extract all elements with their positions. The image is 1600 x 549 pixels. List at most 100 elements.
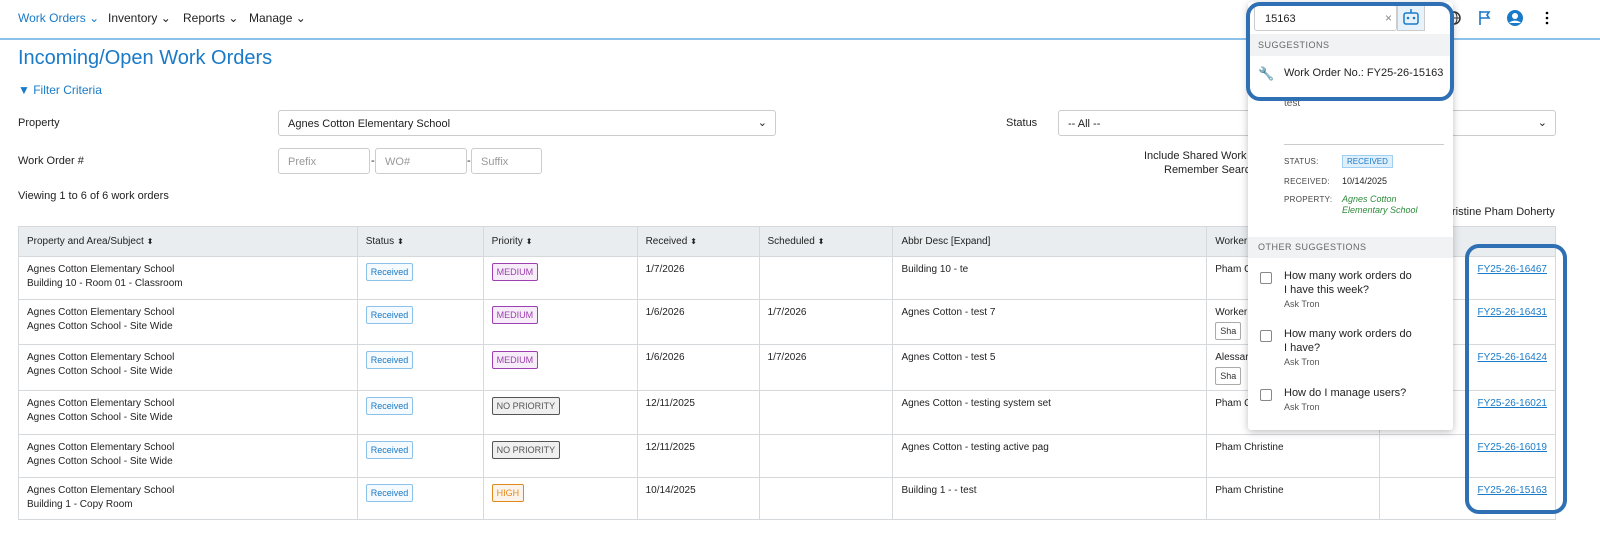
search-dropdown: 15163 × SUGGESTIONS 🔧 Work Order No.: FY2…: [1248, 2, 1453, 430]
cell: 12/11/2025: [636, 434, 760, 478]
search-input[interactable]: 15163 ×: [1254, 5, 1397, 31]
column-header: Status ⬍: [356, 226, 484, 257]
label: Status: [1006, 117, 1038, 129]
nav-item[interactable]: Reports ⌄: [183, 11, 239, 25]
cell: Received: [356, 299, 484, 345]
property: Agnes Cotton Elementary School: [27, 352, 175, 363]
cell: [758, 477, 894, 520]
cell: Received: [356, 256, 484, 300]
cell: FY25-26-15163: [1379, 477, 1556, 520]
other-suggestion[interactable]: How many work orders do I have?: [1284, 328, 1412, 354]
cell: 1/6/2026: [636, 299, 760, 345]
filter-toggle[interactable]: ▼ Filter Criteria: [18, 83, 102, 97]
wo-link[interactable]: FY25-26-16424: [1477, 352, 1548, 363]
input[interactable]: Suffix: [471, 148, 542, 174]
detail-label: STATUS:: [1284, 157, 1319, 166]
cell: Agnes Cotton Elementary School Agnes Cott…: [18, 434, 358, 478]
other-suggestion[interactable]: How do I manage users?: [1284, 387, 1407, 399]
section-header: OTHER SUGGESTIONS: [1248, 237, 1453, 258]
nav-icons: [1447, 10, 1549, 26]
cell: 1/7/2026: [758, 344, 894, 391]
cell: Received: [356, 390, 484, 435]
cell: FY25-26-16019: [1379, 434, 1556, 478]
header-text: Property and Area/Subject: [27, 236, 144, 247]
sort-icon: ⬍: [690, 237, 697, 246]
assistant-button[interactable]: [1397, 5, 1425, 31]
wo-link[interactable]: FY25-26-16467: [1477, 264, 1548, 275]
area: Building 10 - Room 01 - Classroom: [27, 278, 183, 289]
wo-link[interactable]: FY25-26-16021: [1477, 398, 1548, 409]
sort-icon: ⬍: [817, 237, 825, 246]
suggestion[interactable]: Work Order No.: FY25-26-15163: [1284, 67, 1444, 79]
icon: 🔧: [1258, 66, 1275, 81]
property: Agnes Cotton Elementary School: [27, 398, 175, 409]
share-badge: Sha: [1215, 367, 1242, 385]
cell: Agnes Cotton Elementary School Agnes Cott…: [18, 299, 358, 345]
cell: NO PRIORITY: [482, 390, 638, 435]
area: Building 1 - Copy Room: [27, 499, 133, 510]
cell: Pham Christine: [1206, 434, 1381, 478]
suggestion-partial: test: [1284, 98, 1301, 109]
cell: Agnes Cotton Elementary School Building 1…: [18, 477, 358, 520]
status-badge: Received: [365, 441, 414, 459]
cell: Agnes Cotton - testing system set: [892, 390, 1208, 435]
property: Agnes Cotton Elementary School: [27, 485, 175, 496]
scheduled: 1/7/2026: [767, 352, 807, 363]
cell: HIGH: [482, 477, 638, 520]
status-badge: Received: [365, 306, 414, 324]
nav-item[interactable]: Inventory ⌄: [108, 11, 171, 25]
cell: [758, 256, 894, 300]
detail-value: RECEIVED: [1342, 155, 1393, 168]
detail-label: PROPERTY:: [1284, 195, 1333, 204]
property: Agnes Cotton Elementary School: [27, 442, 175, 453]
summary: Viewing 1 to 6 of 6 work orders: [18, 190, 169, 202]
cell: Agnes Cotton - testing active pag: [892, 434, 1208, 478]
robot-icon: [1260, 272, 1272, 284]
sort-icon: ⬍: [146, 237, 154, 246]
worker: Pham C: [1215, 398, 1252, 409]
worker: Worker: [1215, 307, 1248, 318]
cell: 10/14/2025: [636, 477, 760, 520]
robot-icon: [1260, 389, 1272, 401]
header-text: Abbr Desc [Expand]: [901, 236, 991, 247]
cell: MEDIUM: [482, 344, 638, 391]
cell: Agnes Cotton Elementary School Agnes Cott…: [18, 344, 358, 391]
cell: Agnes Cotton Elementary School Agnes Cott…: [18, 390, 358, 435]
select[interactable]: Agnes Cotton Elementary School ⌄: [278, 110, 776, 136]
scheduled: 1/7/2026: [767, 307, 807, 318]
cell: 1/7/2026: [636, 256, 760, 300]
nav-item[interactable]: Work Orders ⌄: [18, 11, 100, 25]
cell: MEDIUM: [482, 256, 638, 300]
cell: 12/11/2025: [636, 390, 760, 435]
wo-link[interactable]: FY25-26-15163: [1477, 485, 1548, 496]
wo-link[interactable]: FY25-26-16431: [1477, 307, 1548, 318]
cell: [758, 434, 894, 478]
label: Include Shared Work: [1144, 150, 1247, 162]
column-header: Scheduled ⬍: [758, 226, 894, 257]
sort-icon: ⬍: [397, 237, 404, 246]
input[interactable]: WO#: [375, 148, 467, 174]
status-badge: Received: [365, 397, 414, 415]
table-row: Agnes Cotton Elementary School Building 1…: [18, 477, 1556, 520]
cell: Received: [356, 434, 484, 478]
other-suggestion[interactable]: How many work orders do I have this week…: [1284, 270, 1412, 296]
header-text: Priority: [491, 236, 523, 247]
cell: Building 1 - - test: [892, 477, 1208, 520]
nav-border: [0, 38, 1600, 40]
header-text: Worker: [1215, 236, 1248, 247]
nav-item[interactable]: Manage ⌄: [249, 11, 306, 25]
cell: NO PRIORITY: [482, 434, 638, 478]
priority-badge: NO PRIORITY: [491, 441, 561, 459]
input[interactable]: Prefix: [278, 148, 370, 174]
section-header: SUGGESTIONS: [1248, 34, 1453, 56]
worker: Pham Christine: [1215, 442, 1284, 453]
area: Agnes Cotton School - Site Wide: [27, 412, 173, 423]
cell: Agnes Cotton Elementary School Building 1…: [18, 256, 358, 300]
divider: [1284, 144, 1444, 145]
status-badge: Received: [365, 263, 414, 281]
wo-link[interactable]: FY25-26-16019: [1477, 442, 1548, 453]
suggestion-sub: Ask Tron: [1284, 402, 1320, 412]
cell: Received: [356, 344, 484, 391]
assignee: ristine Pham Doherty: [1452, 206, 1555, 218]
cell: [758, 390, 894, 435]
